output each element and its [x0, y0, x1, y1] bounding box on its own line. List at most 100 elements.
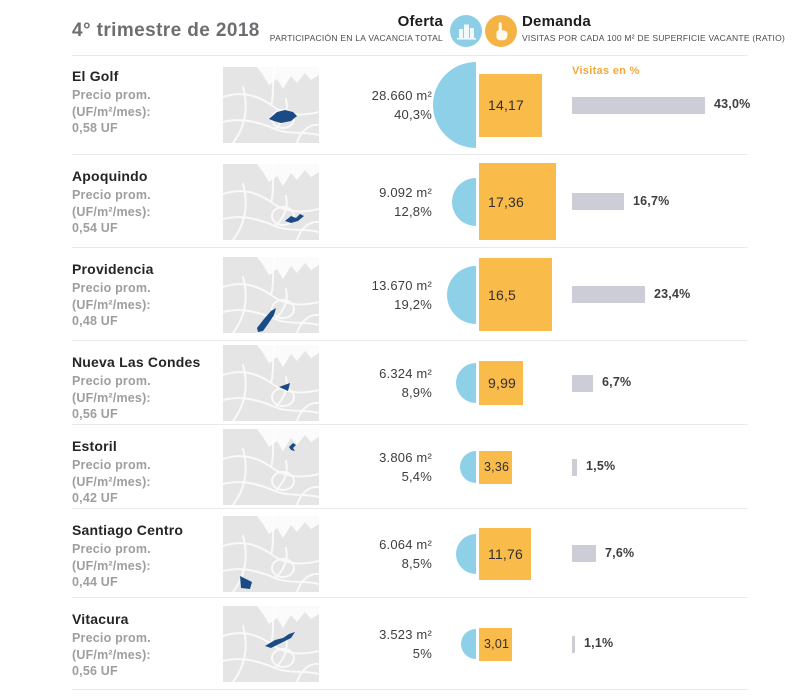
district-name: Nueva Las Condes	[72, 354, 201, 370]
district-info: Santiago Centro Precio prom. (UF/m²/mes)…	[72, 522, 220, 591]
demanda-square: 16,5	[479, 258, 552, 331]
district-row: Apoquindo Precio prom. (UF/m²/mes): 0,54…	[0, 155, 800, 248]
supply-area-value: 28.660 m²	[371, 88, 432, 103]
demanda-ratio-value: 16,5	[488, 286, 517, 303]
visitas-value: 1,1%	[584, 636, 614, 650]
demanda-ratio-value: 11,76	[488, 545, 523, 562]
row-divider	[72, 508, 748, 509]
district-map	[223, 606, 319, 682]
district-map	[223, 515, 319, 592]
demanda-ratio-value: 3,36	[484, 460, 510, 474]
oferta-semicircle	[456, 363, 476, 403]
district-row: Nueva Las Condes Precio prom. (UF/m²/mes…	[0, 341, 800, 425]
visitas-bar	[572, 193, 624, 210]
supply-share-value: 5%	[412, 646, 432, 661]
demanda-ratio-value: 17,36	[488, 193, 525, 210]
price-label-line2: (UF/m²/mes):	[72, 297, 151, 312]
highlighted-district-region	[279, 383, 290, 391]
row-divider	[72, 689, 748, 690]
supply-area-value: 13.670 m²	[371, 277, 432, 293]
row-divider	[72, 154, 748, 155]
district-name: El Golf	[72, 68, 119, 84]
demanda-square: 11,76	[479, 527, 531, 580]
visitas-value: 23,4%	[654, 286, 691, 301]
highlighted-district-region	[240, 575, 252, 589]
highlighted-district-region	[269, 110, 297, 123]
demanda-square: 17,36	[479, 163, 556, 240]
row-divider	[72, 597, 748, 598]
price-label-line1: Precio prom.	[72, 88, 151, 102]
supply-share-value: 8,9%	[401, 385, 432, 400]
supply-area-value: 6.064 m²	[379, 536, 432, 552]
price-value: 0,54 UF	[72, 221, 118, 235]
district-row: Providencia Precio prom. (UF/m²/mes): 0,…	[0, 248, 800, 341]
oferta-semicircle	[452, 177, 476, 226]
district-map	[223, 345, 319, 421]
visitas-value: 16,7%	[633, 193, 670, 208]
legend-icons	[450, 15, 517, 47]
district-map	[223, 256, 319, 333]
price-label-line2: (UF/m²/mes):	[72, 104, 151, 119]
oferta-semicircle	[461, 629, 476, 659]
demanda-square: 14,17	[479, 73, 542, 137]
visitas-bar	[572, 635, 575, 653]
price-label-line2: (UF/m²/mes):	[72, 390, 151, 405]
highlighted-district-region	[265, 632, 295, 648]
oferta-sublabel: PARTICIPACIÓN EN LA VACANCIA TOTAL	[269, 33, 443, 43]
district-info: Nueva Las Condes Precio prom. (UF/m²/mes…	[72, 354, 220, 423]
supply-share-value: 19,2%	[394, 296, 432, 312]
highlighted-district-region	[289, 443, 296, 451]
demanda-legend: Demanda VISITAS POR CADA 100 M² DE SUPER…	[522, 13, 786, 43]
price-label-line1: Precio prom.	[72, 188, 151, 202]
district-name: Providencia	[72, 261, 154, 277]
row-divider	[72, 340, 748, 341]
district-map	[223, 429, 319, 505]
visitas-value: 1,5%	[586, 459, 616, 473]
oferta-semicircle	[456, 533, 476, 574]
district-info: Estoril Precio prom. (UF/m²/mes): 0,42 U…	[72, 438, 220, 507]
price-label-line1: Precio prom.	[72, 281, 151, 295]
price-value: 0,58 UF	[72, 121, 118, 135]
price-value: 0,44 UF	[72, 575, 118, 589]
district-name: Vitacura	[72, 611, 129, 627]
visitas-value: 6,7%	[602, 375, 632, 389]
header: 4° trimestre de 2018 Oferta PARTICIPACIÓ…	[0, 0, 800, 56]
visitas-bar	[572, 374, 593, 392]
supply-share-value: 12,8%	[394, 203, 432, 219]
district-map	[223, 163, 319, 240]
visitas-header: Visitas en %	[572, 65, 640, 77]
price-label-line1: Precio prom.	[72, 542, 151, 556]
visitas-value: 7,6%	[605, 545, 635, 560]
visitas-bar	[572, 286, 645, 303]
district-name: Estoril	[72, 438, 117, 454]
district-info: Apoquindo Precio prom. (UF/m²/mes): 0,54…	[72, 168, 220, 237]
district-name: Santiago Centro	[72, 522, 184, 538]
district-row: Vitacura Precio prom. (UF/m²/mes): 0,56 …	[0, 598, 800, 690]
highlighted-district-region	[257, 307, 276, 332]
demanda-hand-icon	[485, 15, 517, 47]
oferta-label: Oferta	[397, 13, 443, 30]
supply-figures: 6.064 m² 8,5%	[322, 535, 432, 573]
demanda-ratio-value: 9,99	[488, 375, 517, 391]
district-info: Providencia Precio prom. (UF/m²/mes): 0,…	[72, 261, 220, 330]
demanda-square: 3,36	[479, 450, 512, 484]
district-row: Santiago Centro Precio prom. (UF/m²/mes)…	[0, 509, 800, 598]
demanda-sublabel: VISITAS POR CADA 100 M² DE SUPERFICIE VA…	[522, 33, 786, 43]
price-label-line2: (UF/m²/mes):	[72, 558, 151, 573]
visitas-bar	[572, 96, 705, 114]
row-divider	[72, 424, 748, 425]
price-label-line2: (UF/m²/mes):	[72, 647, 151, 662]
supply-figures: 6.324 m² 8,9%	[322, 364, 432, 402]
supply-area-value: 3.806 m²	[379, 450, 432, 465]
supply-area-value: 6.324 m²	[379, 366, 432, 381]
visitas-bar	[572, 545, 596, 562]
visitas-bar	[572, 458, 577, 476]
supply-figures: 3.806 m² 5,4%	[322, 448, 432, 486]
oferta-semicircle	[447, 265, 476, 324]
supply-figures: 3.523 m² 5%	[322, 625, 432, 663]
price-label-line1: Precio prom.	[72, 458, 151, 472]
district-map	[223, 67, 319, 143]
price-label-line1: Precio prom.	[72, 631, 151, 645]
supply-figures: 28.660 m² 40,3%	[322, 86, 432, 124]
